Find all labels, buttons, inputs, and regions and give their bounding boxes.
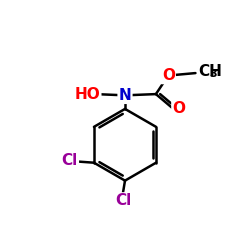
Text: CH: CH (198, 64, 222, 79)
Text: O: O (162, 68, 175, 83)
Text: 3: 3 (210, 69, 218, 79)
Text: N: N (119, 88, 132, 103)
Text: O: O (172, 102, 186, 116)
Text: HO: HO (74, 86, 100, 102)
Text: Cl: Cl (115, 194, 131, 208)
Text: Cl: Cl (62, 154, 78, 168)
